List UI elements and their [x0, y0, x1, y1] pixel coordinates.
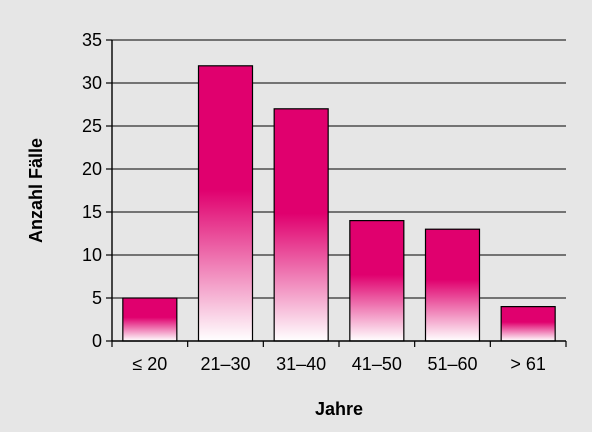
- axes: [106, 39, 567, 347]
- bar: [424, 228, 481, 342]
- bar: [273, 108, 329, 342]
- x-tick-label: 31–40: [276, 354, 326, 374]
- bars: [122, 65, 556, 342]
- y-axis-title: Anzahl Fälle: [26, 138, 46, 243]
- bar: [197, 65, 254, 342]
- y-tick-label: 25: [82, 116, 102, 136]
- bar: [122, 297, 178, 342]
- grid-lines: [112, 39, 566, 342]
- x-tick-label: 41–50: [352, 354, 402, 374]
- y-tick-label: 30: [82, 73, 102, 93]
- plot-area: [112, 40, 566, 341]
- x-tick-label: > 61: [510, 354, 546, 374]
- y-tick-label: 15: [82, 202, 102, 222]
- bar: [500, 306, 556, 342]
- y-tick-label: 20: [82, 159, 102, 179]
- x-tick-label: ≤ 20: [132, 354, 167, 374]
- y-tick-label: 35: [82, 30, 102, 50]
- bar: [349, 220, 405, 342]
- x-tick-label: 51–60: [427, 354, 477, 374]
- tick-labels: 0 5 10 15 20 25 30 35 ≤ 20 21–30 31–40 41–50 51–60 > …: [82, 30, 546, 374]
- y-tick-label: 0: [92, 331, 102, 351]
- x-tick-label: 21–30: [200, 354, 250, 374]
- y-tick-label: 10: [82, 245, 102, 265]
- x-axis-title: Jahre: [315, 399, 363, 419]
- y-tick-label: 5: [92, 288, 102, 308]
